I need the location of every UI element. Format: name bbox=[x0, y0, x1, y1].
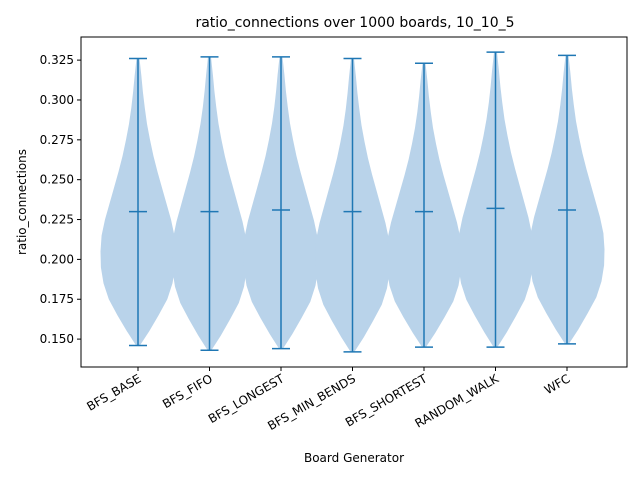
x-tick-label: BFS_FIFO bbox=[160, 371, 215, 411]
x-tick-label: BFS_BASE bbox=[84, 371, 143, 413]
y-axis-label: ratio_connections bbox=[15, 149, 29, 255]
y-tick-label: 0.275 bbox=[40, 133, 74, 147]
y-tick-label: 0.250 bbox=[40, 173, 74, 187]
y-axis: 0.150 0.175 0.200 0.225 0.250 0.275 0.300 0.325 bbox=[40, 53, 81, 346]
x-axis: BFS_BASE BFS_FIFOBFS_LONGESTBFS_MIN_BENDS… bbox=[84, 367, 573, 433]
axes-frame bbox=[80, 36, 628, 368]
y-tick-label: 0.225 bbox=[40, 213, 74, 227]
y-tick-label: 0.325 bbox=[40, 53, 74, 67]
y-tick-label: 0.150 bbox=[40, 332, 74, 346]
plot-area bbox=[100, 51, 605, 353]
y-tick-label: 0.175 bbox=[40, 292, 74, 306]
x-axis-label: Board Generator bbox=[304, 451, 404, 465]
y-tick-label: 0.300 bbox=[40, 93, 74, 107]
x-tick-label: WFC bbox=[542, 371, 573, 397]
y-tick-label: 0.200 bbox=[40, 252, 74, 266]
chart-title: ratio_connections over 1000 boards, 10_1… bbox=[195, 15, 514, 31]
